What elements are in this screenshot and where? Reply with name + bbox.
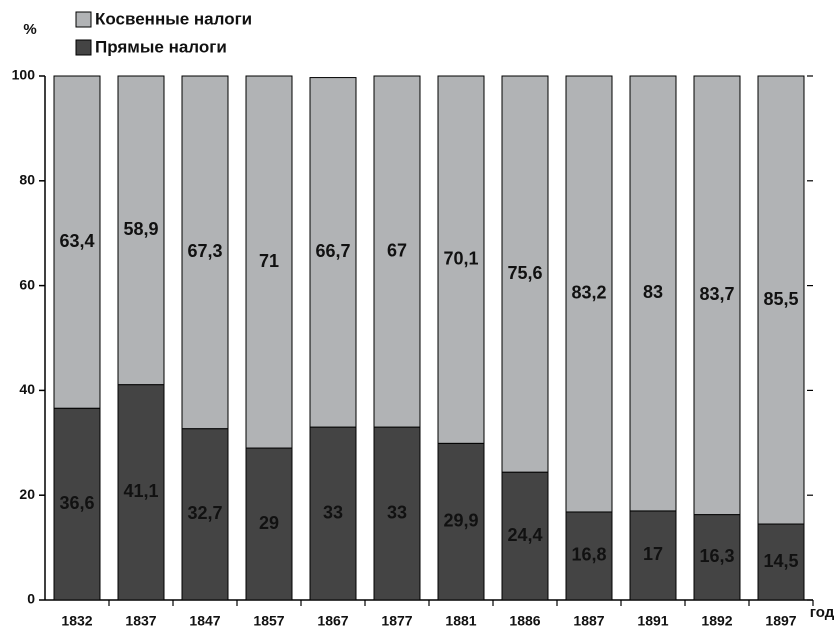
bar-segment xyxy=(53,407,101,601)
bar-segment xyxy=(309,426,357,601)
x-tick-label: 1837 xyxy=(125,613,156,629)
bar-segment xyxy=(181,428,229,601)
bar-segment xyxy=(117,384,165,601)
bar-segment xyxy=(501,75,549,473)
x-tick-label: 1886 xyxy=(509,613,540,629)
y-tick-label: 20 xyxy=(19,486,35,502)
value-label: 33 xyxy=(323,502,343,522)
value-label: 83,7 xyxy=(699,284,734,304)
x-axis-label: год xyxy=(810,604,835,621)
bar-segment xyxy=(373,426,421,601)
value-label: 32,7 xyxy=(187,503,222,523)
legend-label: Прямые налоги xyxy=(95,37,227,56)
value-label: 83,2 xyxy=(571,283,606,303)
value-label: 29 xyxy=(259,513,279,533)
value-label: 16,3 xyxy=(699,546,734,566)
value-label: 33 xyxy=(387,502,407,522)
y-tick-label: 40 xyxy=(19,381,35,397)
bar-segment xyxy=(245,75,293,449)
y-axis-label: % xyxy=(23,21,36,38)
y-tick-label: 60 xyxy=(19,276,35,292)
value-label: 75,6 xyxy=(507,263,542,283)
value-label: 71 xyxy=(259,251,279,271)
x-tick-label: 1892 xyxy=(701,613,732,629)
bar-segment xyxy=(565,511,613,601)
value-label: 14,5 xyxy=(763,551,798,571)
bar-segment xyxy=(53,75,101,409)
bar-segment xyxy=(693,514,741,601)
bar-segment xyxy=(629,75,677,512)
x-tick-label: 1897 xyxy=(765,613,796,629)
bar-segment xyxy=(309,77,357,428)
bar-segment xyxy=(629,510,677,601)
bar-segment xyxy=(181,75,229,430)
x-tick-label: 1857 xyxy=(253,613,284,629)
x-tick-label: 1847 xyxy=(189,613,220,629)
bar-segment xyxy=(117,75,165,386)
value-label: 83 xyxy=(643,282,663,302)
value-label: 70,1 xyxy=(443,248,478,268)
y-tick-label: 0 xyxy=(27,591,35,607)
bar-segment xyxy=(501,471,549,601)
value-label: 66,7 xyxy=(315,241,350,261)
bar-segment xyxy=(693,75,741,516)
value-label: 16,8 xyxy=(571,545,606,565)
value-label: 29,9 xyxy=(443,510,478,530)
x-tick-label: 1881 xyxy=(445,613,476,629)
x-tick-label: 1832 xyxy=(61,613,92,629)
bar-segment xyxy=(437,75,485,444)
value-label: 17 xyxy=(643,544,663,564)
value-label: 85,5 xyxy=(763,289,798,309)
legend-swatch xyxy=(75,11,92,28)
legend-swatch xyxy=(75,39,92,56)
bar-segment xyxy=(757,75,805,525)
value-label: 41,1 xyxy=(123,481,158,501)
value-label: 36,6 xyxy=(59,493,94,513)
value-label: 67,3 xyxy=(187,241,222,261)
x-tick-label: 1891 xyxy=(637,613,668,629)
x-tick-label: 1887 xyxy=(573,613,604,629)
legend-label: Косвенные налоги xyxy=(95,9,252,28)
value-label: 58,9 xyxy=(123,219,158,239)
bar-segment xyxy=(245,447,293,601)
x-tick-label: 1867 xyxy=(317,613,348,629)
bar-segment xyxy=(373,75,421,428)
value-label: 63,4 xyxy=(59,231,94,251)
value-label: 24,4 xyxy=(507,525,542,545)
y-tick-label: 100 xyxy=(12,67,36,83)
bar-segment xyxy=(757,523,805,601)
value-label: 67 xyxy=(387,240,407,260)
x-tick-label: 1877 xyxy=(381,613,412,629)
y-tick-label: 80 xyxy=(19,172,35,188)
bar-segment xyxy=(565,75,613,513)
